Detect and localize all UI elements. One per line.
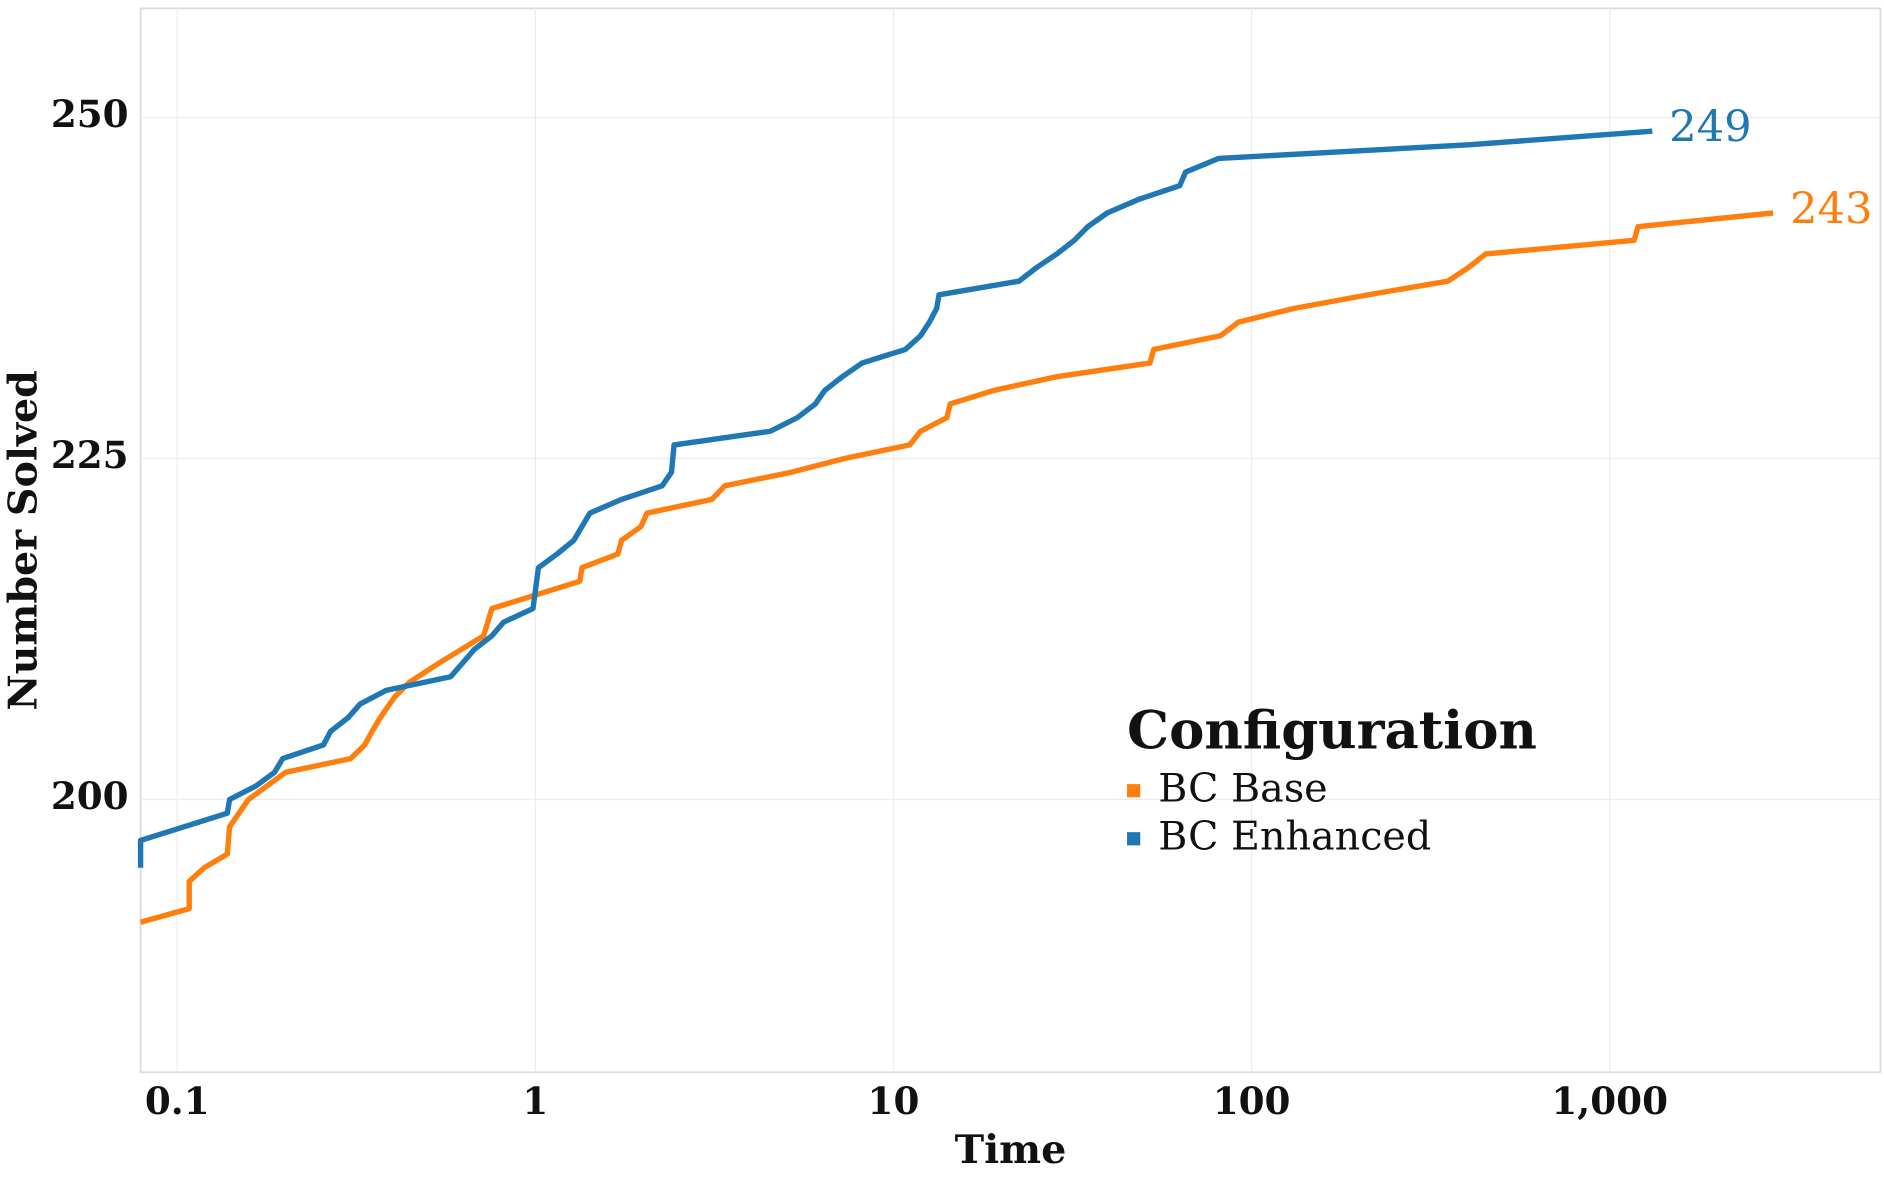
x-tick-label: 1,000 [1551, 1079, 1668, 1123]
legend-label: BC Enhanced [1158, 813, 1431, 859]
legend-swatch [1127, 832, 1141, 846]
y-tick-label: 250 [51, 92, 129, 136]
x-tick-label: 10 [868, 1079, 920, 1123]
x-tick-label: 100 [1213, 1079, 1291, 1123]
legend-title: Configuration [1127, 699, 1537, 761]
x-tick-label: 0.1 [145, 1079, 210, 1123]
end-label: 243 [1790, 184, 1873, 234]
plot-frame [139, 7, 1882, 1074]
x-axis-title: Time [955, 1127, 1067, 1173]
series-line [137, 128, 1653, 868]
legend-label: BC Base [1158, 765, 1327, 811]
y-axis-title: Number Solved [0, 370, 46, 710]
end-label: 249 [1669, 102, 1752, 152]
x-tick-label: 1 [522, 1079, 548, 1123]
y-tick-label: 225 [51, 433, 129, 477]
y-tick-label: 200 [51, 774, 129, 818]
legend-swatch [1127, 784, 1141, 798]
series-line [139, 210, 1774, 925]
